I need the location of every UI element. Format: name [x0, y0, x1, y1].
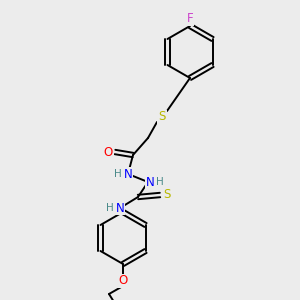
Text: N: N [146, 176, 154, 188]
Text: H: H [114, 169, 122, 179]
Text: N: N [116, 202, 124, 214]
Text: O: O [103, 146, 112, 158]
Text: N: N [124, 167, 132, 181]
Text: O: O [118, 274, 127, 287]
Text: F: F [187, 13, 193, 26]
Text: H: H [106, 203, 114, 213]
Text: H: H [156, 177, 164, 187]
Text: S: S [158, 110, 166, 124]
Text: S: S [163, 188, 171, 202]
